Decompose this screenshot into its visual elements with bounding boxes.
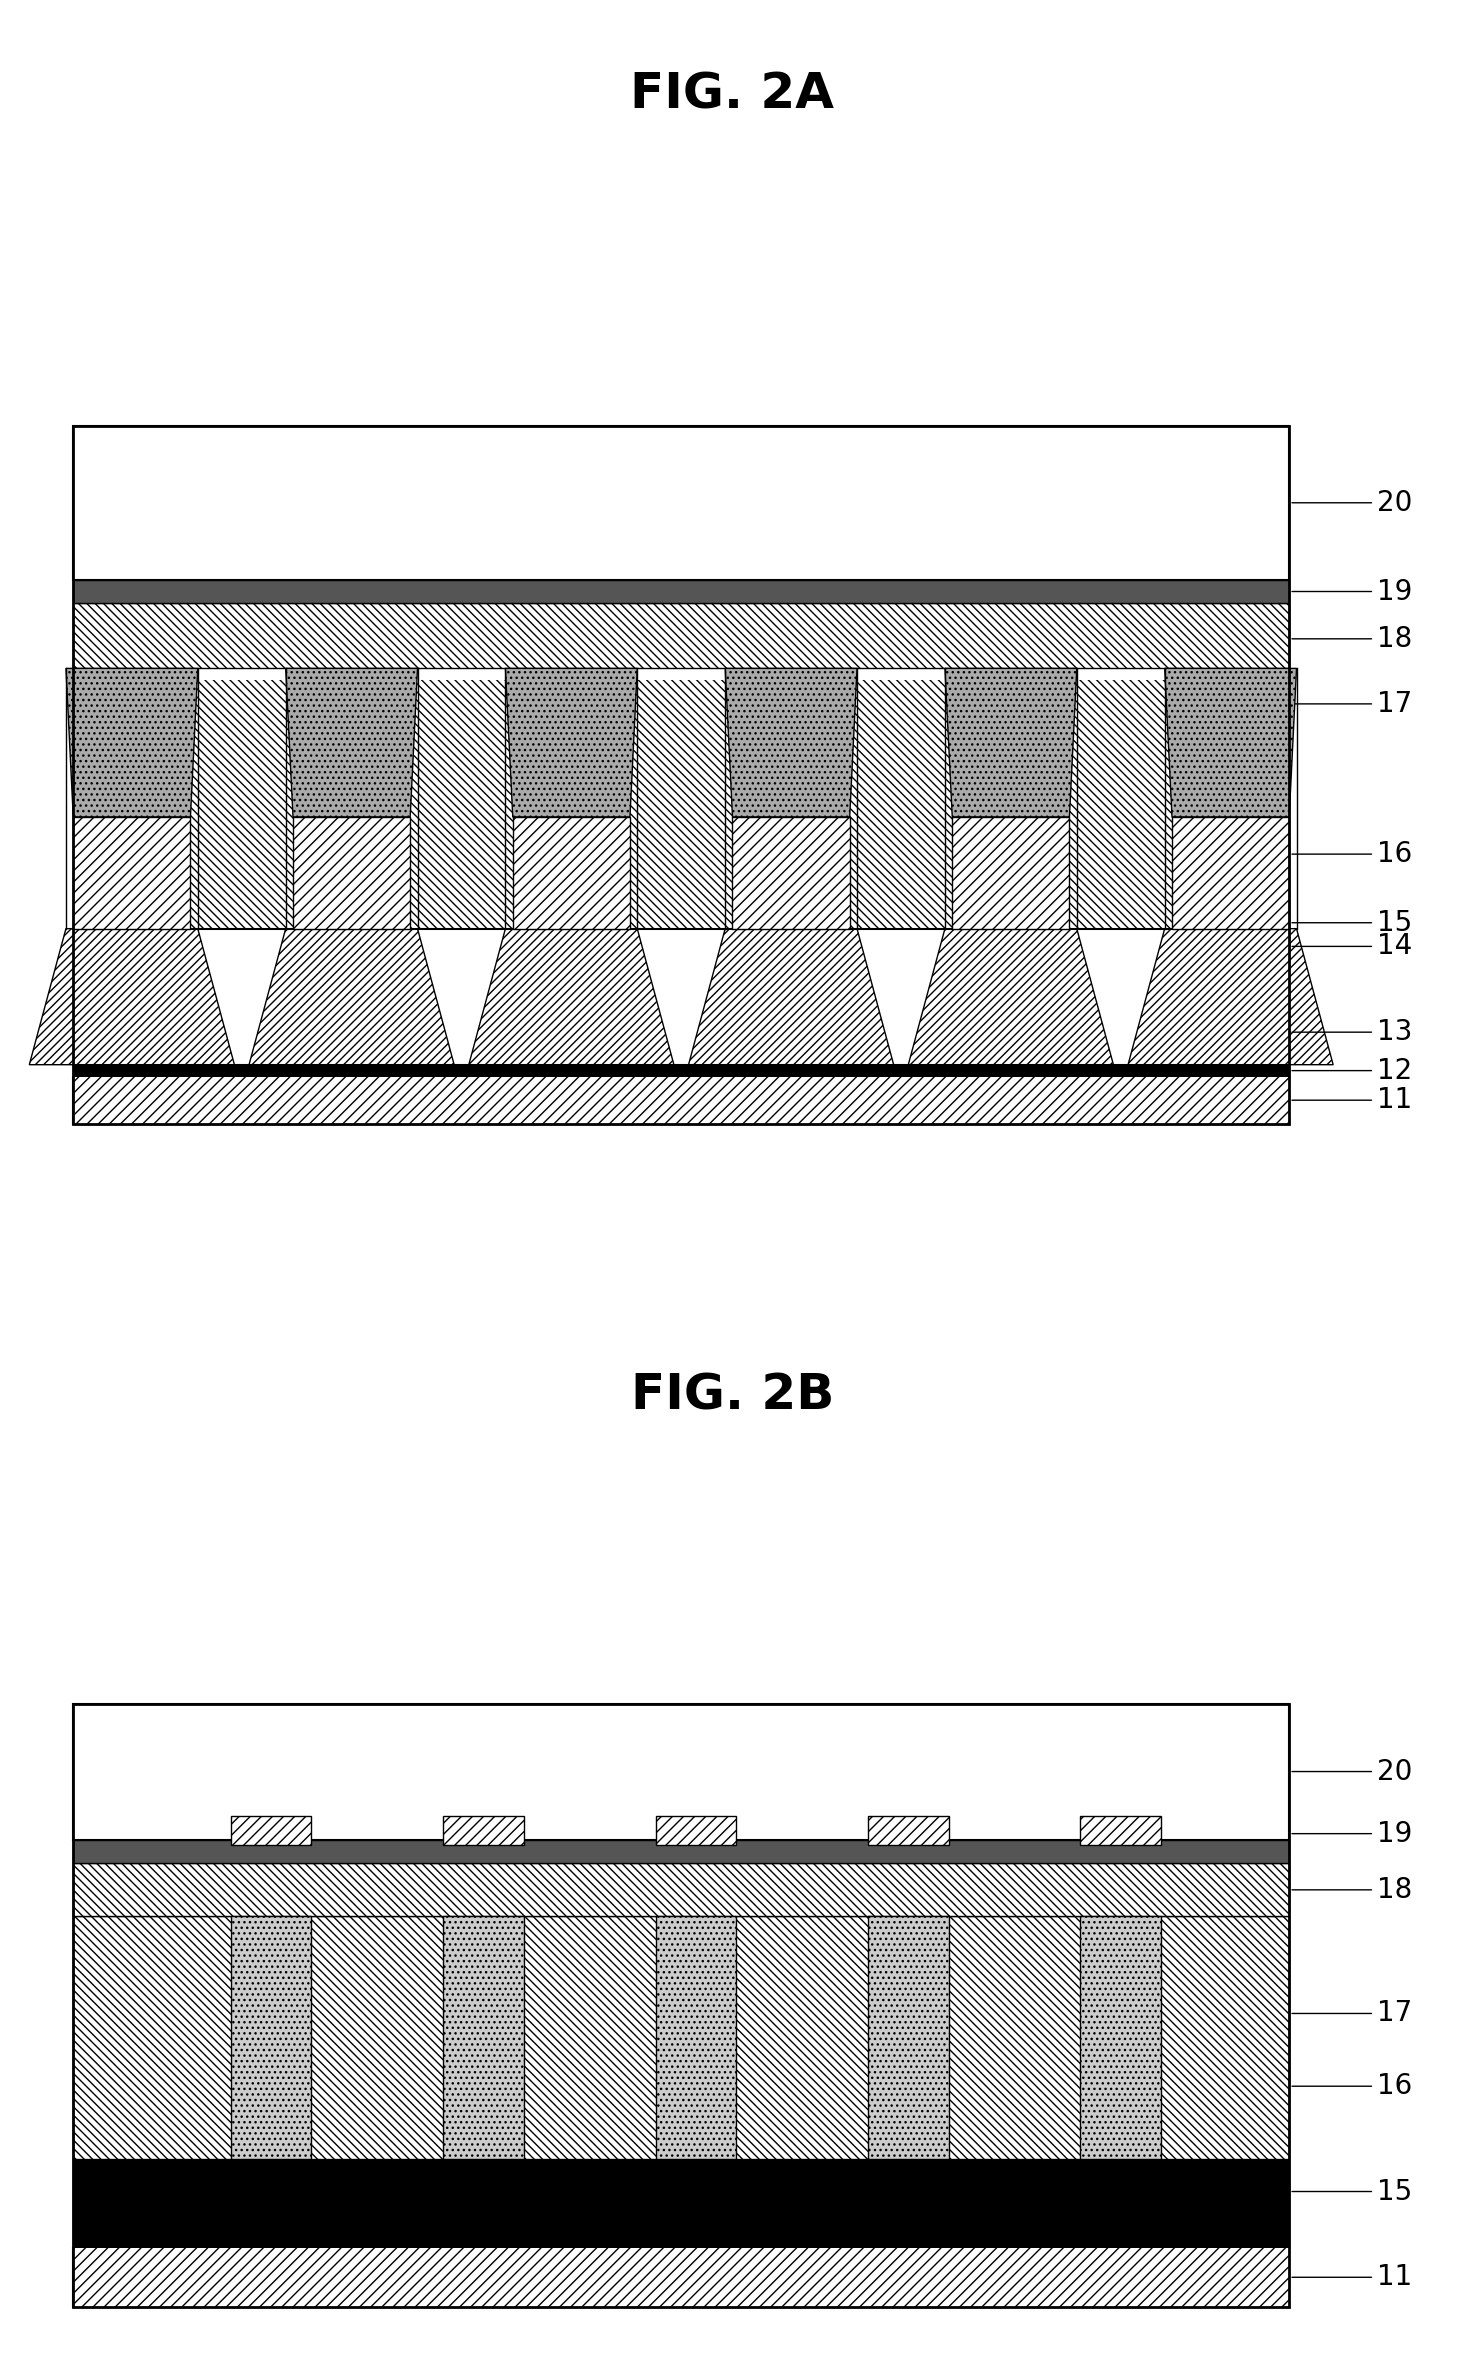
Bar — [1081, 1817, 1162, 1845]
Bar — [1081, 1916, 1162, 2158]
Bar — [73, 580, 1289, 603]
Polygon shape — [73, 816, 190, 930]
Polygon shape — [29, 930, 234, 1065]
Bar — [1081, 1916, 1162, 2158]
Bar — [73, 603, 1289, 670]
Polygon shape — [249, 930, 454, 1065]
Text: FIG. 2A: FIG. 2A — [630, 71, 835, 118]
Bar — [73, 1916, 1289, 2158]
Polygon shape — [1165, 670, 1297, 816]
Bar — [867, 1817, 949, 1845]
Text: 14: 14 — [1292, 932, 1412, 961]
Bar — [656, 1916, 735, 2158]
Bar — [410, 681, 513, 930]
Bar — [73, 1704, 1289, 1841]
Text: 12: 12 — [1292, 1058, 1412, 1084]
Text: 11: 11 — [1292, 1086, 1412, 1114]
Bar — [630, 681, 732, 930]
Bar — [73, 426, 1289, 580]
Bar — [73, 1077, 1289, 1124]
Text: 16: 16 — [1292, 840, 1412, 868]
Polygon shape — [293, 816, 410, 930]
Bar — [656, 1817, 735, 1845]
Bar — [867, 1916, 949, 2158]
Polygon shape — [725, 670, 857, 816]
Polygon shape — [689, 930, 894, 1065]
Polygon shape — [732, 816, 850, 930]
Bar — [442, 1916, 524, 2158]
Bar — [1069, 681, 1172, 930]
Bar — [73, 426, 1289, 1124]
Text: 15: 15 — [1292, 909, 1412, 937]
Bar — [442, 1916, 524, 2158]
Text: 20: 20 — [1292, 490, 1412, 516]
Text: 16: 16 — [1292, 2073, 1412, 2101]
Text: 18: 18 — [1292, 1876, 1412, 1905]
Bar — [442, 1817, 524, 1845]
Bar — [73, 1841, 1289, 1864]
Bar — [1081, 1817, 1162, 1845]
Polygon shape — [66, 670, 198, 816]
Bar — [656, 1916, 735, 2158]
Bar — [73, 1065, 1289, 1077]
Bar — [850, 681, 952, 930]
Bar — [230, 1916, 311, 2158]
Bar — [230, 1916, 311, 2158]
Polygon shape — [1128, 930, 1333, 1065]
Text: FIG. 2B: FIG. 2B — [631, 1372, 834, 1420]
Text: 18: 18 — [1292, 625, 1412, 653]
Polygon shape — [286, 670, 418, 816]
Polygon shape — [513, 816, 630, 930]
Bar — [73, 1704, 1289, 2307]
Polygon shape — [1172, 816, 1289, 930]
Text: 20: 20 — [1292, 1758, 1412, 1786]
Bar — [73, 1864, 1289, 1916]
Polygon shape — [952, 816, 1069, 930]
Text: 11: 11 — [1292, 2264, 1412, 2290]
Text: 15: 15 — [1292, 2177, 1412, 2205]
Text: 19: 19 — [1292, 1819, 1412, 1848]
Bar — [73, 1077, 1289, 1124]
Polygon shape — [945, 670, 1077, 816]
Polygon shape — [908, 930, 1113, 1065]
Polygon shape — [469, 930, 674, 1065]
Text: 13: 13 — [1292, 1017, 1412, 1046]
Bar — [73, 2248, 1289, 2307]
Bar — [190, 681, 293, 930]
Polygon shape — [505, 670, 637, 816]
Bar — [230, 1817, 311, 1845]
Text: 19: 19 — [1292, 577, 1412, 606]
Text: 17: 17 — [1292, 691, 1412, 717]
Bar — [230, 1817, 311, 1845]
Bar — [73, 953, 1289, 1065]
Bar — [442, 1817, 524, 1845]
Bar — [867, 1916, 949, 2158]
Bar — [73, 2248, 1289, 2307]
Bar — [656, 1817, 735, 1845]
Bar — [867, 1817, 949, 1845]
Text: 17: 17 — [1292, 1999, 1412, 2028]
Bar — [73, 2158, 1289, 2248]
